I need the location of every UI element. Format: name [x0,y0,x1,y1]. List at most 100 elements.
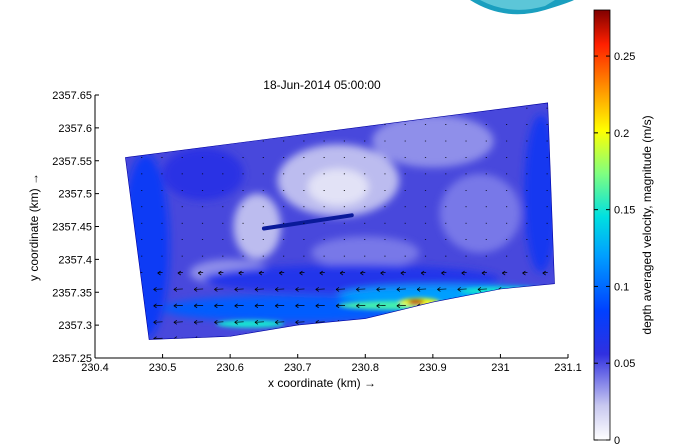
velocity-vector-head [416,319,421,325]
velocity-vector-head [157,270,161,276]
velocity-vector-head [498,336,502,340]
colorbar-label: depth averaged velocity, magnitude (m/s) [640,115,654,334]
velocity-vector-head [518,303,522,309]
velocity-vector-head [315,287,319,292]
velocity-vector-head [117,271,120,275]
velocity-vector-head [441,270,445,276]
y-tick-label: 2357.55 [52,156,92,168]
velocity-vector-head [477,336,482,340]
colorbar-tick-label: 0.1 [614,281,629,293]
velocity-vector-head [376,303,380,309]
velocity-contour [439,173,521,253]
velocity-vector-head [498,319,502,325]
domain-outline [125,102,555,340]
velocity-vector-head [538,336,542,340]
velocity-vector-head [457,287,461,292]
velocity-vector-head [234,319,238,325]
velocity-vector-head [133,336,137,340]
colorbar-tick-label: 0.2 [614,128,629,140]
velocity-vector-head [356,287,360,292]
colorbar-tick-label: 0.05 [614,358,635,370]
plot-axes: 230.4 230.5 230.6 230.7 230.8 230.9 231 231.1 2… [52,90,582,374]
velocity-contour [524,114,555,273]
velocity-vector-head [335,287,340,292]
velocity-vector-head [197,270,202,276]
velocity-vector-head [153,287,157,292]
velocity-vector-head [502,270,506,276]
chart-title: 18-Jun-2014 05:00:00 [263,78,381,92]
velocity-vector-head [295,303,299,309]
velocity-vector-head [295,319,299,325]
velocity-vector-head [518,336,522,340]
x-ticks: 230.4 230.5 230.6 230.7 230.8 230.9 231 231.1 [81,354,582,374]
y-axis-label: y coordinate (km) → [27,173,41,281]
velocity-contour [233,193,281,260]
velocity-vector-head [299,270,303,276]
velocity-vector-head [133,319,137,325]
velocity-vector-head [477,303,482,309]
colorbar-tick-label: 0.15 [614,205,635,217]
velocity-vector-head [113,304,116,308]
velocity-vector-head [477,287,482,292]
y-tick-label: 2357.5 [58,189,92,201]
velocity-vector-head [133,303,137,309]
y-ticks: 2357.25 2357.3 2357.35 2357.4 2357.45 2357.5 2… [52,90,99,365]
velocity-vector-head [275,319,279,325]
velocity-vector-head [238,270,242,276]
velocity-vector-head [420,270,425,276]
velocity-vector-head [339,270,344,276]
velocity-vector-head [193,287,198,292]
velocity-vector-head [193,303,198,309]
x-tick-label: 230.6 [216,362,244,374]
velocity-vector-head [218,270,222,276]
x-tick-label: 230.7 [284,362,312,374]
colorbar-tick-label: 0 [614,435,620,447]
velocity-vector-head [173,287,178,292]
velocity-vector-head [315,303,319,309]
y-tick-label: 2357.6 [58,123,92,135]
velocity-vector-head [234,287,238,292]
velocity-vector-head [518,319,522,325]
velocity-vector-head [538,287,542,292]
y-tick-label: 2357.65 [52,90,92,102]
velocity-vector-head [193,319,198,325]
velocity-vector-head [319,270,323,276]
velocity-vector-head [400,270,405,276]
velocity-vector-head [437,336,441,340]
velocity-vector-head [538,303,542,309]
velocity-vector-head [153,336,157,340]
x-tick-label: 230.5 [149,362,177,374]
y-tick-label: 2357.25 [52,353,92,365]
velocity-vector-head [396,336,401,340]
velocity-vector-head [518,287,522,292]
velocity-vector-head [461,270,465,276]
velocity-vector-head [113,287,116,291]
velocity-vector-head [254,287,259,292]
velocity-vector-head [396,287,401,292]
velocity-hotspot [216,319,285,328]
velocity-vector-head [113,320,116,324]
x-tick-label: 230.8 [352,362,380,374]
velocity-vector-head [214,303,218,309]
colorbar-tick-label: 0.25 [614,51,635,63]
velocity-vector-head [457,303,461,309]
y-tick-label: 2357.3 [58,320,92,332]
velocity-vector-head [234,336,238,340]
velocity-vector-head [275,336,279,340]
velocity-vector-head [542,270,546,276]
inner-obstruction [261,213,354,231]
velocity-vector-head [376,287,380,292]
velocity-vector-head [457,319,461,325]
velocity-vector-head [153,303,157,309]
velocity-vector-head [113,337,116,341]
velocity-vector-head [416,287,421,292]
velocity-vector-head [214,287,218,292]
velocity-vector-head [153,319,157,325]
velocity-contour [125,154,170,339]
velocity-vector-head [279,270,283,276]
colorbar-gradient [593,9,611,441]
x-tick-label: 230.9 [419,362,447,374]
velocity-vector-head [498,303,502,309]
velocity-vector-head [376,319,380,325]
